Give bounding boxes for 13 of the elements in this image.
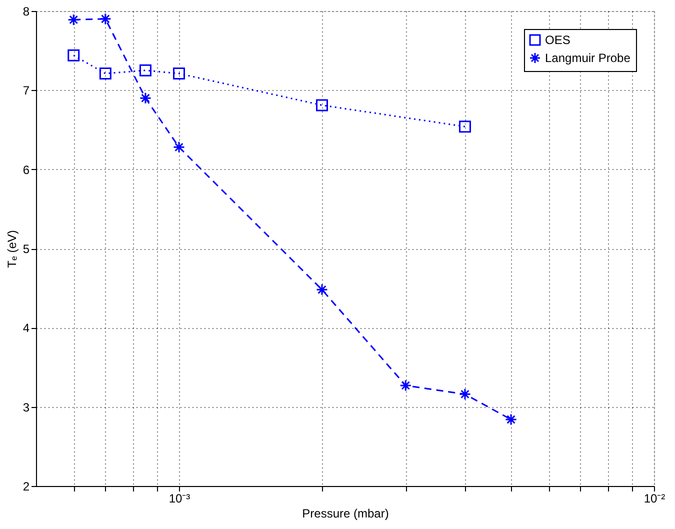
y-tick-label: 8 <box>22 4 30 18</box>
y-tick-label: 2 <box>22 480 30 494</box>
x-axis-title: Pressure (mbar) <box>302 506 389 520</box>
legend-label: OES <box>545 33 570 47</box>
y-tick-label: 4 <box>22 321 30 336</box>
y-tick-label: 6 <box>22 162 30 177</box>
y-tick-label: 3 <box>22 400 30 414</box>
x-tick-label: 10⁻³ <box>168 492 190 506</box>
legend-label: Langmuir Probe <box>545 51 631 65</box>
y-tick-label: 5 <box>22 242 30 256</box>
x-tick-label: 10⁻² <box>644 492 666 506</box>
y-tick-label: 7 <box>22 84 30 98</box>
y-axis-title: Tₑ (eV) <box>4 230 19 268</box>
